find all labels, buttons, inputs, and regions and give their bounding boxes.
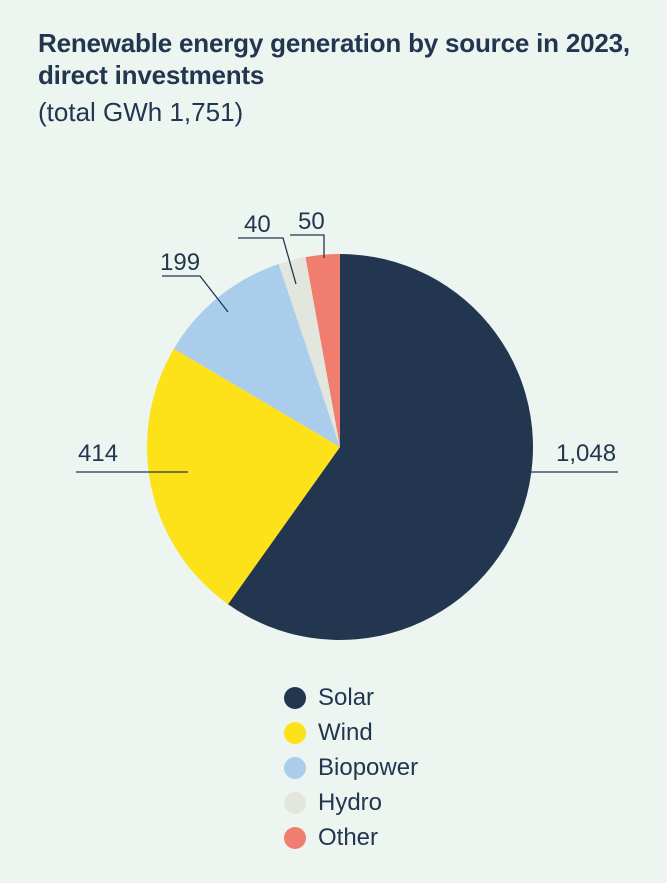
legend-swatch — [284, 721, 306, 744]
legend-label: Other — [318, 823, 379, 851]
legend-item-biopower: Biopower — [284, 750, 418, 785]
legend-label: Wind — [318, 718, 373, 746]
legend-swatch — [284, 791, 306, 814]
chart-legend: Solar Wind Biopower Hydro Other — [284, 680, 418, 855]
chart-subtitle: (total GWh 1,751) — [38, 97, 244, 127]
legend-swatch — [284, 826, 306, 849]
pie-slice-other — [305, 254, 340, 447]
value-label-other: 50 — [298, 208, 325, 235]
legend-label: Biopower — [318, 753, 419, 781]
pie-slice-wind — [147, 348, 340, 605]
value-label-solar: 1,048 — [556, 440, 616, 467]
pie-slice-solar — [228, 254, 533, 641]
chart-title: Renewable energy generation by source in… — [38, 28, 630, 90]
legend-swatch — [284, 756, 306, 779]
pie-slice-hydro — [278, 257, 340, 447]
legend-label: Solar — [318, 683, 375, 711]
pie-slice-biopower — [173, 263, 340, 447]
legend-item-other: Other — [284, 820, 418, 855]
legend-item-hydro: Hydro — [284, 785, 418, 820]
legend-item-wind: Wind — [284, 715, 418, 750]
leader-line — [290, 234, 325, 258]
value-label-biopower: 199 — [160, 249, 200, 276]
leader-line — [238, 237, 297, 285]
value-label-hydro: 40 — [244, 211, 271, 238]
legend-label: Hydro — [318, 788, 383, 816]
leader-line — [162, 275, 229, 313]
value-label-wind: 414 — [78, 440, 118, 467]
legend-item-solar: Solar — [284, 680, 418, 715]
legend-swatch — [284, 686, 306, 709]
